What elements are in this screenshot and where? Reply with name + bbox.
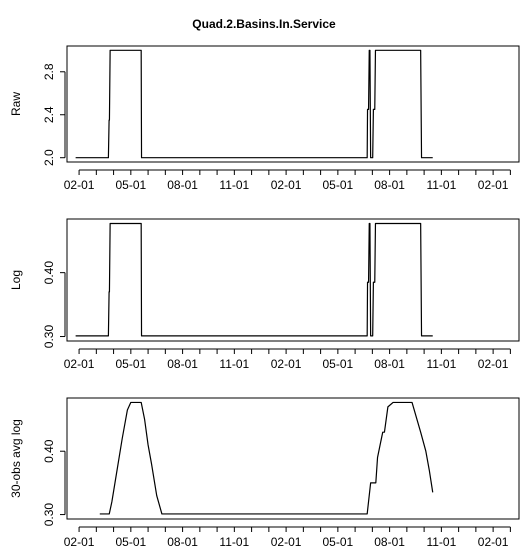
x-tick-label: 08-01 xyxy=(167,178,198,192)
x-tick-label: 02-01 xyxy=(271,357,302,371)
x-tick-label: 05-01 xyxy=(323,535,354,547)
chart-panel-3: 02-01 05-01 08-01 11-01 02-01 05-01 08-01 11-01… xyxy=(9,397,520,547)
y-axis-title: Raw xyxy=(9,92,23,116)
x-tick-label: 02-01 xyxy=(271,535,302,547)
x-tick-label: 08-01 xyxy=(374,357,405,371)
chart-title: Quad.2.Basins.In.Service xyxy=(192,17,336,31)
x-tick-label: 02-01 xyxy=(271,178,302,192)
x-tick-label: 08-01 xyxy=(374,178,405,192)
x-tick-label: 02-01 xyxy=(64,535,95,547)
y-axis-title: Log xyxy=(9,270,23,290)
x-tick-label: 02-01 xyxy=(64,357,95,371)
x-tick-label: 05-01 xyxy=(323,178,354,192)
y-tick-label: 2.0 xyxy=(42,149,56,166)
plot-frame xyxy=(66,397,520,520)
x-tick-label: 08-01 xyxy=(167,535,198,547)
series-line-1 xyxy=(99,401,434,515)
y-tick-label: 0.40 xyxy=(42,261,56,285)
x-tick-label: 08-01 xyxy=(167,357,198,371)
x-tick-label: 02-01 xyxy=(478,535,509,547)
y-tick-label: 2.4 xyxy=(42,106,56,123)
x-tick-label: 11-01 xyxy=(219,357,249,371)
x-tick-label: 11-01 xyxy=(426,535,456,547)
x-tick-label: 02-01 xyxy=(478,357,509,371)
x-tick-label: 05-01 xyxy=(115,178,146,192)
x-tick-label: 11-01 xyxy=(219,535,249,547)
y-tick-label: 0.30 xyxy=(42,503,56,527)
series-line-1 xyxy=(75,49,433,159)
y-axis-title: 30-obs avg log xyxy=(9,419,23,498)
chart-panel-2: 02-01 05-01 08-01 11-01 02-01 05-01 08-01 11-01… xyxy=(9,218,520,371)
y-tick-label: 2.8 xyxy=(42,63,56,80)
y-tick-label: 0.30 xyxy=(42,325,56,349)
x-tick-label: 11-01 xyxy=(426,357,456,371)
x-tick-label: 05-01 xyxy=(115,535,146,547)
plot-frame xyxy=(66,218,520,342)
x-tick-label: 08-01 xyxy=(374,535,405,547)
x-tick-label: 02-01 xyxy=(64,178,95,192)
chart-panel-1: 02-01 05-01 08-01 11-01 02-01 05-01 08-01 11-01… xyxy=(9,45,520,192)
series-line-1 xyxy=(75,222,433,337)
x-tick-label: 05-01 xyxy=(115,357,146,371)
plot-frame xyxy=(66,45,520,163)
x-tick-label: 05-01 xyxy=(323,357,354,371)
x-tick-label: 02-01 xyxy=(478,178,509,192)
x-tick-label: 11-01 xyxy=(426,178,456,192)
y-tick-label: 0.40 xyxy=(42,439,56,463)
x-tick-label: 11-01 xyxy=(219,178,249,192)
